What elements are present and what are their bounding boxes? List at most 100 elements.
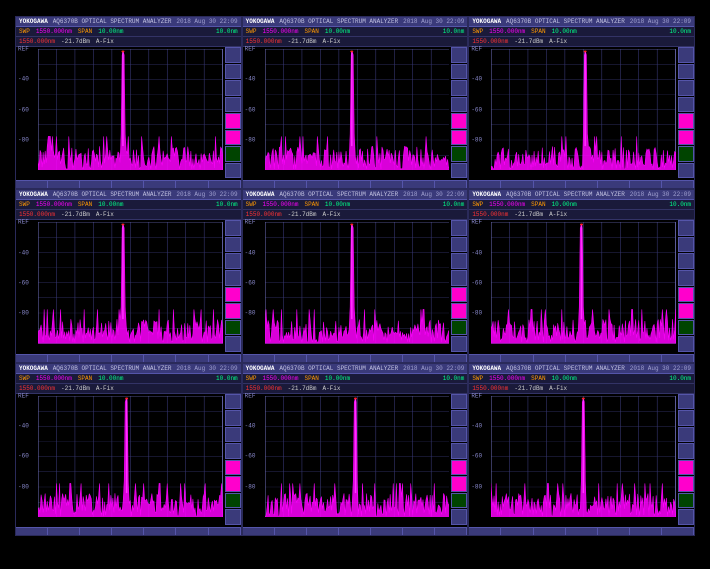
footer-button[interactable] — [275, 355, 307, 362]
softkey-button[interactable] — [678, 163, 694, 179]
footer-button[interactable] — [435, 181, 467, 188]
footer-button[interactable] — [598, 355, 630, 362]
footer-button[interactable] — [112, 181, 144, 188]
softkey-button[interactable] — [451, 270, 467, 286]
softkey-button[interactable] — [225, 47, 241, 63]
footer-button[interactable] — [469, 355, 501, 362]
softkey-button[interactable] — [451, 163, 467, 179]
footer-button[interactable] — [371, 181, 403, 188]
softkey-button[interactable] — [451, 320, 467, 336]
footer-button[interactable] — [662, 355, 694, 362]
softkey-button[interactable] — [225, 427, 241, 443]
footer-button[interactable] — [176, 181, 208, 188]
footer-button[interactable] — [209, 528, 241, 535]
footer-button[interactable] — [630, 181, 662, 188]
softkey-button[interactable] — [678, 394, 694, 410]
footer-button[interactable] — [566, 528, 598, 535]
softkey-button[interactable] — [451, 146, 467, 162]
footer-button[interactable] — [598, 181, 630, 188]
footer-button[interactable] — [469, 181, 501, 188]
footer-button[interactable] — [566, 181, 598, 188]
softkey-button[interactable] — [225, 410, 241, 426]
softkey-button[interactable] — [451, 410, 467, 426]
footer-button[interactable] — [630, 355, 662, 362]
footer-button[interactable] — [112, 355, 144, 362]
footer-button[interactable] — [80, 355, 112, 362]
footer-button[interactable] — [307, 355, 339, 362]
footer-button[interactable] — [209, 181, 241, 188]
softkey-button[interactable] — [678, 270, 694, 286]
softkey-button[interactable] — [451, 47, 467, 63]
softkey-button[interactable] — [678, 493, 694, 509]
footer-button[interactable] — [16, 355, 48, 362]
softkey-button[interactable] — [678, 427, 694, 443]
softkey-button[interactable] — [678, 80, 694, 96]
softkey-button[interactable] — [678, 443, 694, 459]
softkey-button[interactable] — [451, 443, 467, 459]
softkey-button[interactable] — [678, 64, 694, 80]
footer-button[interactable] — [339, 181, 371, 188]
softkey-button[interactable] — [451, 130, 467, 146]
softkey-button[interactable] — [225, 97, 241, 113]
softkey-button[interactable] — [678, 146, 694, 162]
softkey-button[interactable] — [225, 237, 241, 253]
softkey-button[interactable] — [678, 237, 694, 253]
footer-button[interactable] — [144, 181, 176, 188]
softkey-button[interactable] — [225, 253, 241, 269]
softkey-button[interactable] — [225, 64, 241, 80]
softkey-button[interactable] — [678, 509, 694, 525]
footer-button[interactable] — [16, 528, 48, 535]
footer-button[interactable] — [534, 528, 566, 535]
footer-button[interactable] — [403, 528, 435, 535]
footer-button[interactable] — [501, 355, 533, 362]
softkey-button[interactable] — [678, 303, 694, 319]
softkey-button[interactable] — [451, 97, 467, 113]
softkey-button[interactable] — [225, 509, 241, 525]
softkey-button[interactable] — [451, 427, 467, 443]
softkey-button[interactable] — [451, 220, 467, 236]
softkey-button[interactable] — [678, 287, 694, 303]
footer-button[interactable] — [48, 181, 80, 188]
softkey-button[interactable] — [451, 287, 467, 303]
footer-button[interactable] — [209, 355, 241, 362]
footer-button[interactable] — [403, 181, 435, 188]
footer-button[interactable] — [243, 528, 275, 535]
footer-button[interactable] — [435, 355, 467, 362]
softkey-button[interactable] — [678, 476, 694, 492]
softkey-button[interactable] — [678, 460, 694, 476]
footer-button[interactable] — [307, 181, 339, 188]
footer-button[interactable] — [534, 355, 566, 362]
footer-button[interactable] — [598, 528, 630, 535]
softkey-button[interactable] — [225, 303, 241, 319]
footer-button[interactable] — [371, 528, 403, 535]
softkey-button[interactable] — [678, 253, 694, 269]
footer-button[interactable] — [144, 355, 176, 362]
softkey-button[interactable] — [678, 336, 694, 352]
footer-button[interactable] — [339, 528, 371, 535]
softkey-button[interactable] — [225, 460, 241, 476]
softkey-button[interactable] — [451, 64, 467, 80]
footer-button[interactable] — [501, 528, 533, 535]
softkey-button[interactable] — [678, 113, 694, 129]
footer-button[interactable] — [435, 528, 467, 535]
softkey-button[interactable] — [225, 320, 241, 336]
softkey-button[interactable] — [225, 146, 241, 162]
softkey-button[interactable] — [678, 410, 694, 426]
softkey-button[interactable] — [451, 460, 467, 476]
footer-button[interactable] — [566, 355, 598, 362]
softkey-button[interactable] — [678, 130, 694, 146]
footer-button[interactable] — [630, 528, 662, 535]
softkey-button[interactable] — [451, 476, 467, 492]
softkey-button[interactable] — [451, 253, 467, 269]
softkey-button[interactable] — [225, 493, 241, 509]
softkey-button[interactable] — [678, 320, 694, 336]
softkey-button[interactable] — [225, 287, 241, 303]
footer-button[interactable] — [534, 181, 566, 188]
footer-button[interactable] — [48, 355, 80, 362]
footer-button[interactable] — [275, 181, 307, 188]
footer-button[interactable] — [275, 528, 307, 535]
softkey-button[interactable] — [451, 394, 467, 410]
softkey-button[interactable] — [678, 97, 694, 113]
softkey-button[interactable] — [225, 476, 241, 492]
softkey-button[interactable] — [225, 336, 241, 352]
